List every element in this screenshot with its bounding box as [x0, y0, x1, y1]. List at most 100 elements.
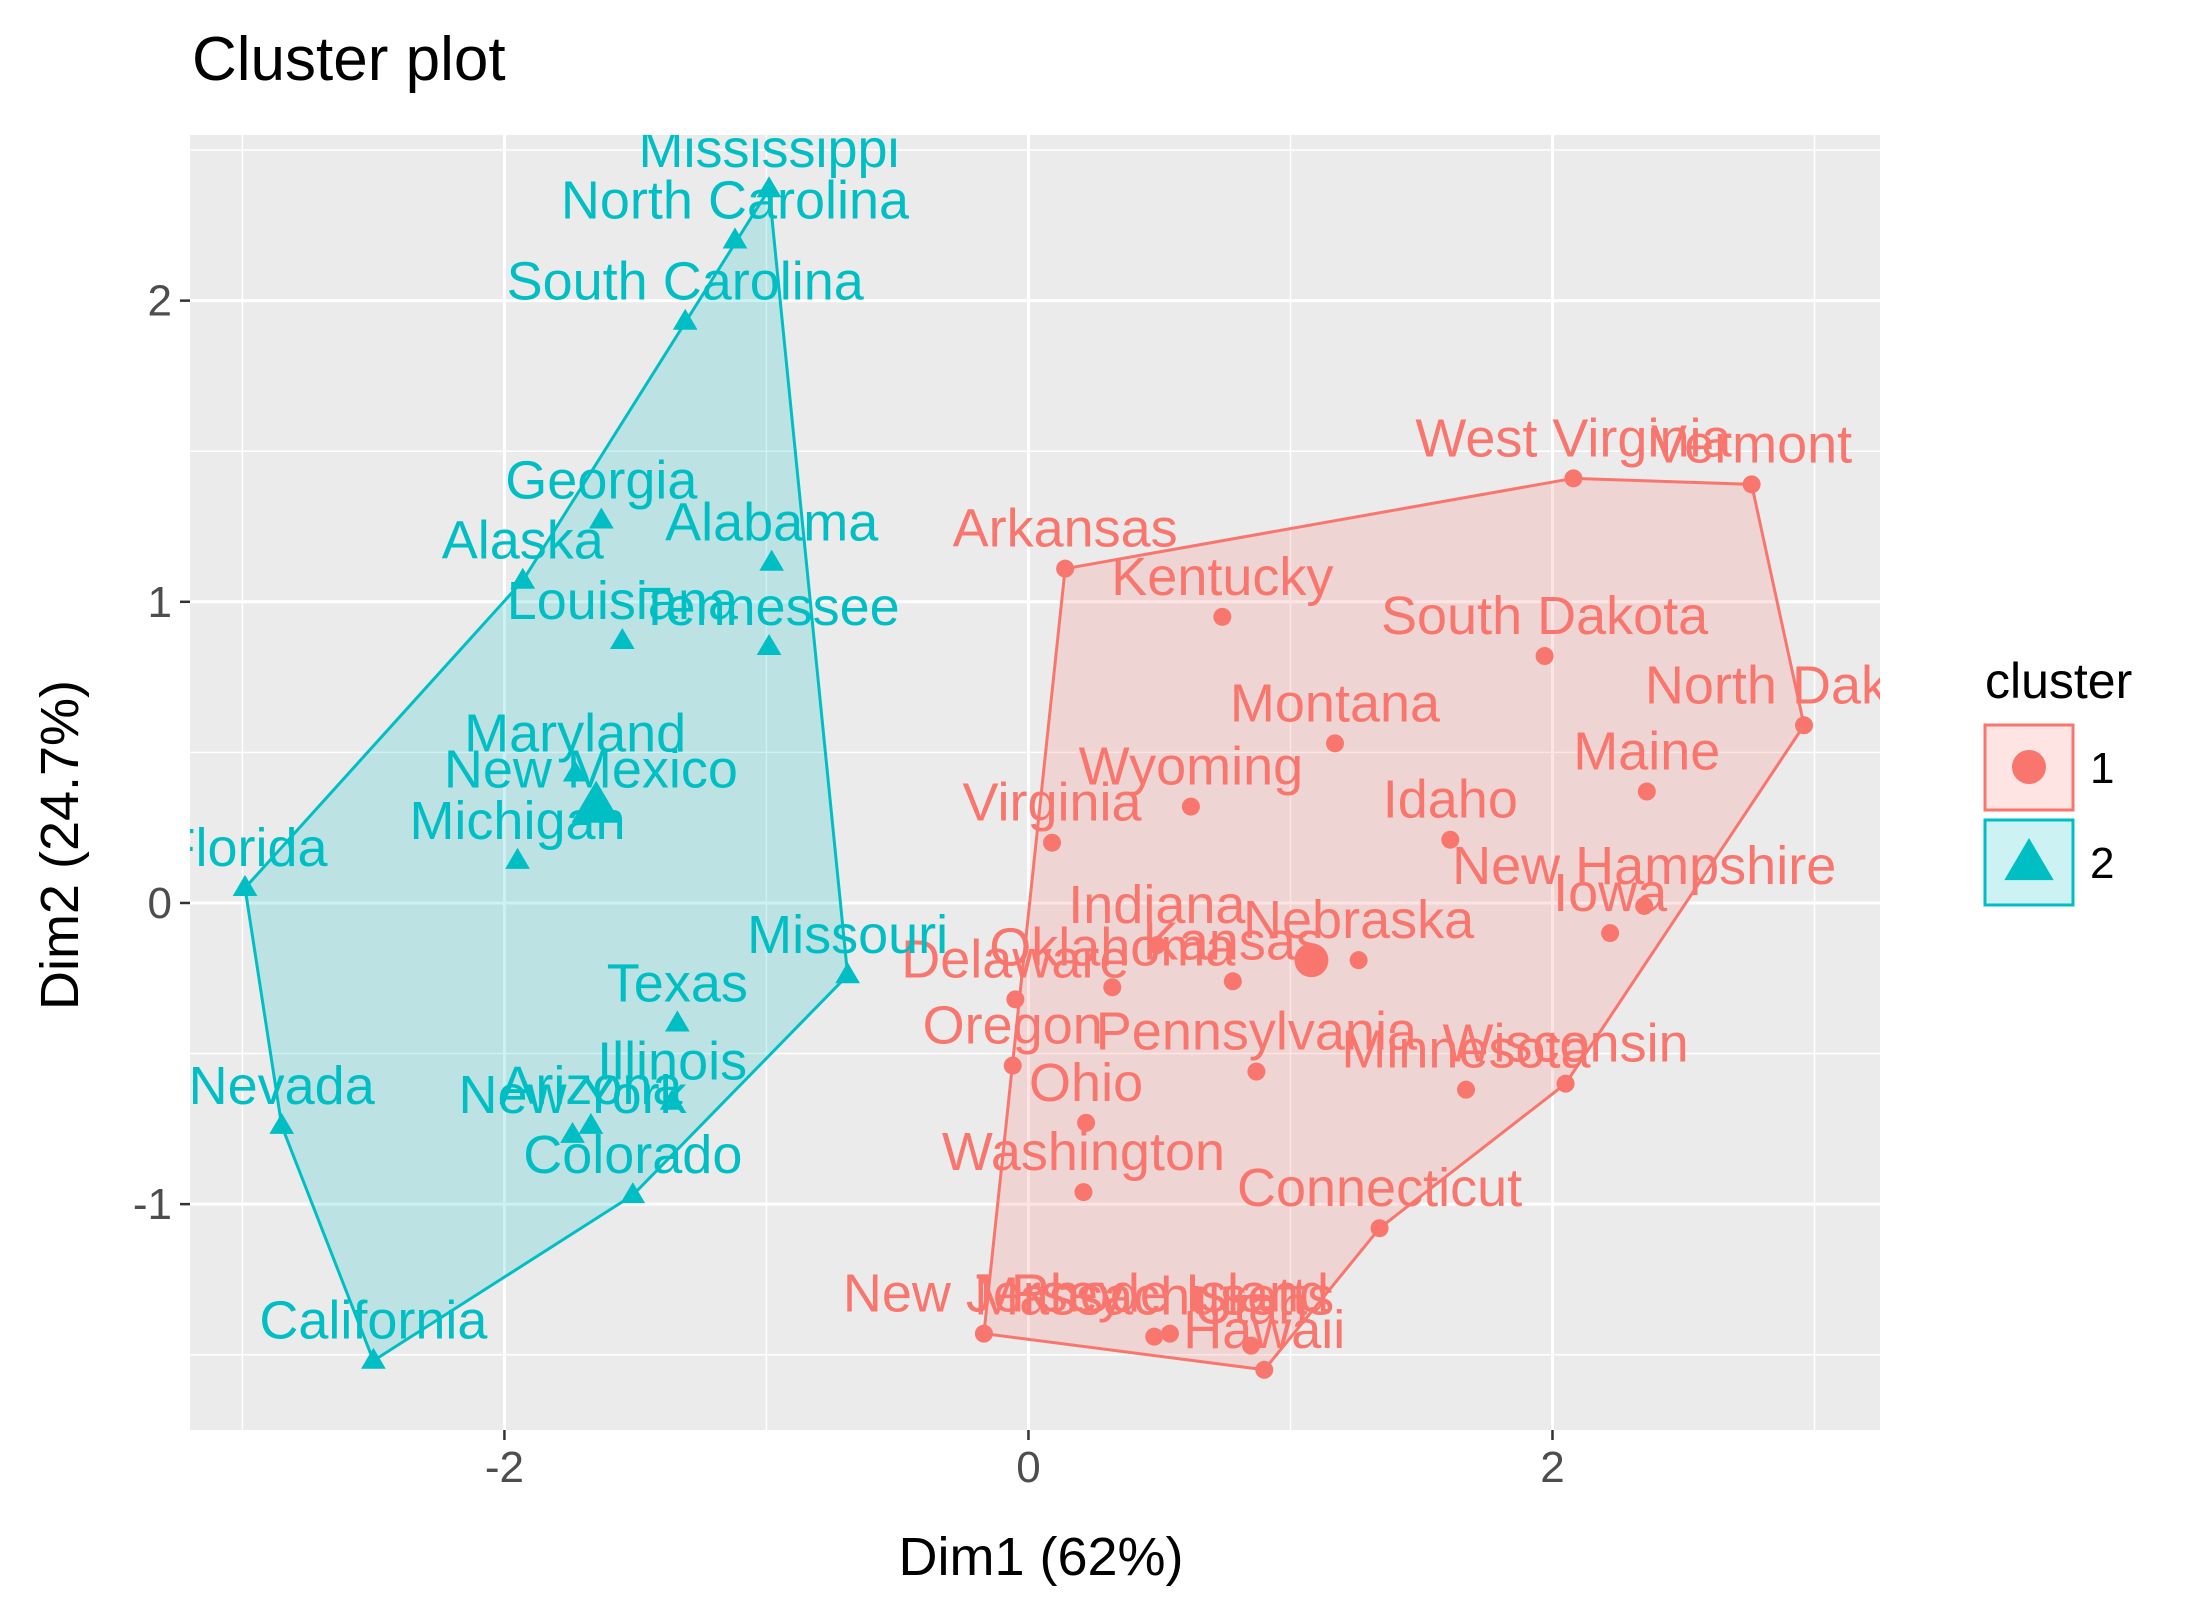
point-arkansas	[1056, 559, 1075, 578]
y-tick-label: 1	[148, 578, 172, 627]
legend-label-1: 1	[2090, 744, 2114, 793]
margin-right	[1880, 90, 1980, 1430]
point-minnesota	[1457, 1080, 1476, 1099]
label-ohio: Ohio	[1029, 1053, 1143, 1113]
point-california	[361, 1347, 386, 1369]
point-virginia	[1043, 833, 1062, 852]
point-arizona	[578, 1112, 604, 1134]
label-louisiana: Louisiana	[507, 571, 739, 631]
point-alabama	[759, 549, 785, 571]
point-missouri	[835, 962, 861, 984]
point-maryland	[562, 760, 588, 782]
point-south-dakota	[1535, 647, 1554, 666]
label-new-jersey: New Jersey	[843, 1264, 1125, 1324]
label-colorado: Colorado	[523, 1125, 742, 1185]
label-pennsylvania: Pennsylvania	[1096, 1002, 1418, 1062]
point-colorado	[620, 1182, 646, 1204]
point-alaska	[510, 567, 536, 589]
label-missouri: Missouri	[747, 905, 948, 965]
label-delaware: Delaware	[901, 929, 1129, 989]
label-idaho: Idaho	[1383, 770, 1518, 830]
point-connecticut	[1370, 1219, 1389, 1238]
label-tennessee: Tennessee	[638, 577, 899, 637]
label-minnesota: Minnesota	[1341, 1020, 1591, 1080]
point-montana	[1326, 734, 1345, 753]
label-massachusetts: Massachusetts	[974, 1267, 1334, 1327]
point-florida	[232, 874, 258, 896]
point-texas	[664, 1010, 690, 1032]
label-texas: Texas	[607, 953, 748, 1013]
label-alabama: Alabama	[665, 493, 879, 553]
label-wyoming: Wyoming	[1079, 737, 1304, 797]
x-tick-label: 0	[1016, 1443, 1040, 1492]
label-wisconsin: Wisconsin	[1443, 1014, 1689, 1074]
legend-title: cluster	[1985, 653, 2132, 709]
point-nebraska	[1349, 951, 1368, 970]
label-south-carolina: South Carolina	[507, 252, 865, 312]
panel-margin-mask	[0, 90, 1980, 1430]
label-south-dakota: South Dakota	[1381, 586, 1709, 646]
label-oregon: Oregon	[923, 996, 1103, 1056]
point-massachusetts	[1145, 1327, 1164, 1346]
label-montana: Montana	[1230, 673, 1441, 733]
label-alaska: Alaska	[442, 511, 605, 571]
label-vermont: Vermont	[1651, 414, 1852, 474]
y-tick-label: -1	[133, 1180, 172, 1229]
label-california: California	[259, 1291, 488, 1351]
label-nebraska: Nebraska	[1243, 890, 1475, 950]
label-utah: Utah	[1194, 1276, 1308, 1336]
label-new-hampshire: New Hampshire	[1452, 836, 1836, 896]
point-nevada	[269, 1112, 295, 1134]
label-maine: Maine	[1573, 722, 1720, 782]
point-illinois	[659, 1088, 685, 1110]
point-new-jersey	[974, 1324, 993, 1343]
label-connecticut: Connecticut	[1237, 1158, 1522, 1218]
point-louisiana	[609, 627, 635, 650]
legend: cluster 1 2	[1983, 653, 2132, 907]
margin-left	[0, 90, 190, 1430]
plot-panel	[190, 135, 1880, 1430]
label-new-mexico: New Mexico	[444, 740, 738, 800]
point-rhode-island	[1160, 1324, 1179, 1343]
label-arkansas: Arkansas	[953, 499, 1178, 559]
point-vermont	[1742, 475, 1761, 494]
label-arizona: Arizona	[499, 1056, 683, 1116]
point-michigan	[505, 847, 530, 869]
label-illinois: Illinois	[597, 1032, 747, 1092]
margin-top	[190, 95, 1880, 135]
label-indiana: Indiana	[1068, 875, 1246, 935]
point-indiana	[1147, 936, 1166, 955]
label-michigan: Michigan	[409, 791, 625, 851]
label-georgia: Georgia	[505, 450, 698, 510]
point-hawaii	[1255, 1360, 1274, 1379]
point-delaware	[1006, 990, 1025, 1009]
point-ohio	[1077, 1113, 1096, 1132]
point-south-carolina	[672, 308, 698, 330]
cluster-2-hull	[243, 184, 850, 1363]
label-hawaii: Hawaii	[1183, 1300, 1345, 1360]
x-axis-title: Dim1 (62%)	[898, 1527, 1183, 1587]
point-oregon	[1003, 1056, 1022, 1075]
point-idaho	[1441, 830, 1460, 849]
point-kansas	[1223, 972, 1242, 991]
label-rhode-island: Rhode Island	[1011, 1264, 1329, 1324]
point-mississippi	[756, 176, 782, 198]
point-north-carolina	[722, 227, 748, 249]
y-tick-label: 0	[148, 879, 172, 928]
point-new-hampshire	[1635, 896, 1654, 915]
y-axis-title: Dim2 (24.7%)	[30, 680, 90, 1010]
cluster-1-centroid	[1294, 943, 1329, 978]
label-maryland: Maryland	[464, 703, 686, 763]
point-west-virginia	[1564, 469, 1583, 488]
point-utah	[1242, 1336, 1261, 1355]
point-wyoming	[1181, 797, 1200, 816]
label-north-carolina: North Carolina	[561, 170, 910, 230]
label-nevada: Nevada	[189, 1056, 376, 1116]
point-new-york	[560, 1121, 585, 1143]
label-virginia: Virginia	[962, 773, 1142, 833]
point-georgia	[589, 507, 614, 529]
x-tick-label: 2	[1540, 1443, 1564, 1492]
legend-label-2: 2	[2090, 839, 2114, 888]
cluster-2-centroid	[571, 780, 621, 823]
